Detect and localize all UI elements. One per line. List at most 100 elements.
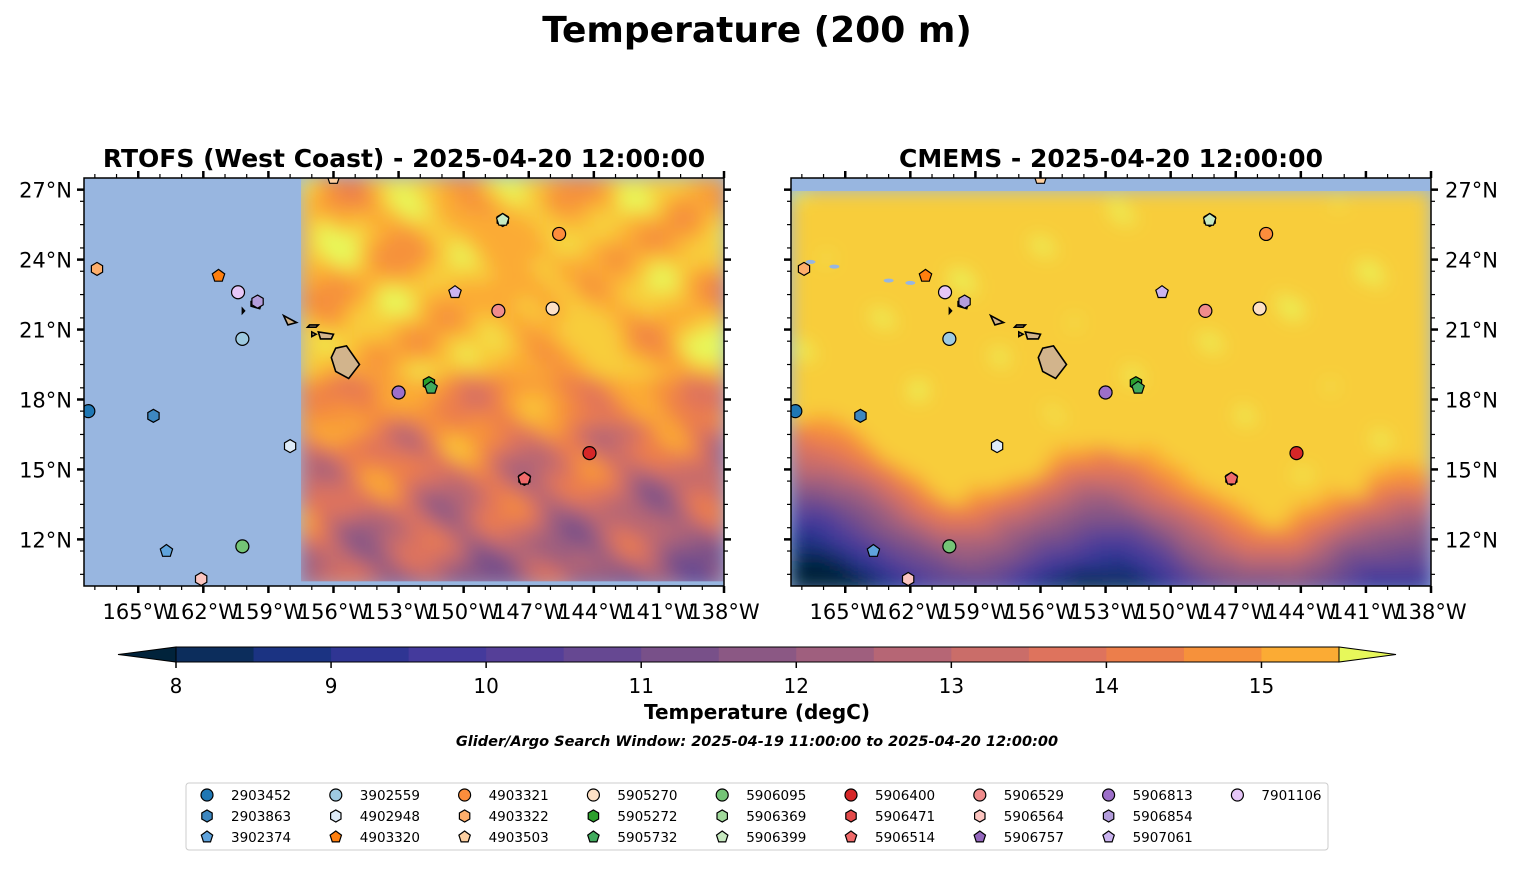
legend-item: 5906813	[1101, 788, 1193, 804]
float-marker-4902948	[990, 438, 1004, 454]
legend-marker-7901106	[1230, 788, 1245, 802]
colorbar-tick-label: 8	[170, 674, 183, 698]
legend-label: 2903452	[231, 788, 291, 804]
panel-rtofs: RTOFS (West Coast) - 2025-04-20 12:00:00…	[19, 144, 760, 624]
float-marker-5906400	[1289, 446, 1304, 461]
legend-label: 4902948	[360, 809, 420, 825]
lon-tick-label: 162°W	[168, 600, 240, 624]
legend-marker-5906757	[973, 830, 987, 843]
lat-tick-label: 27°N	[19, 179, 72, 203]
legend-label: 5905272	[617, 809, 677, 825]
legend-label: 5907061	[1133, 830, 1193, 846]
legend-label: 5906095	[746, 788, 806, 804]
legend-label: 5905732	[617, 830, 677, 846]
float-marker-5906514	[517, 471, 532, 485]
legend-marker-5905272	[587, 809, 600, 823]
legend-marker-5906854	[1102, 809, 1115, 823]
legend-item: 5906399	[715, 830, 806, 846]
legend-label: 4903322	[489, 809, 549, 825]
lat-tick-label: 27°N	[1445, 179, 1498, 203]
island-kahoolawe	[305, 324, 321, 328]
colorbar-ticks: 8 9 10 11 12 13 14 15	[170, 662, 1274, 698]
legend-item: 5906757	[973, 830, 1064, 846]
legend-item: 4902948	[330, 809, 420, 825]
float-marker-2903863	[854, 408, 867, 423]
float-marker-5907061	[448, 284, 462, 299]
island-molokai	[281, 313, 299, 326]
island-lanai	[1018, 330, 1025, 338]
float-marker-5906854	[251, 294, 264, 309]
lon-tick-label: 162°W	[875, 600, 947, 624]
colorbar-tick-label: 13	[939, 674, 964, 698]
legend-marker-5905270	[586, 788, 601, 802]
float-marker-3902559	[942, 331, 957, 346]
colorbar-segment	[796, 647, 875, 662]
lat-tick-label: 18°N	[19, 388, 72, 412]
temperature-field	[84, 178, 724, 586]
lon-tick-label: 153°W	[1070, 600, 1142, 624]
float-marker-7901106	[230, 285, 246, 300]
lat-axis: 27°N 24°N 21°N 18°N 15°N 12°N	[19, 179, 731, 575]
colorbar-segment	[718, 647, 797, 662]
legend-marker-4903321	[458, 788, 472, 802]
island-maui	[317, 330, 335, 340]
island-maui	[1024, 330, 1042, 340]
colorbar-segment	[1028, 647, 1107, 662]
legend-item: 4903320	[329, 830, 420, 846]
colorbar-tick-label: 11	[628, 674, 653, 698]
temperature-field	[791, 178, 1431, 586]
legend-label: 4903321	[489, 788, 549, 804]
float-marker-5906813	[1098, 385, 1113, 400]
colorbar-segments	[117, 646, 1397, 663]
lon-tick-label: 141°W	[1330, 600, 1402, 624]
legend-label: 3902374	[231, 830, 291, 846]
float-marker-4903503	[1034, 178, 1047, 184]
float-marker-4903322	[797, 261, 811, 277]
legend-label: 5905270	[617, 788, 677, 804]
map-area	[84, 178, 724, 586]
float-marker-3902374	[866, 543, 881, 557]
float-marker-5906400	[582, 446, 597, 461]
float-marker-5906564	[194, 571, 208, 586]
float-marker-5906399	[495, 212, 510, 226]
float-marker-4903322	[90, 261, 104, 277]
island-kauai	[948, 306, 953, 316]
legend-label: 5906400	[875, 788, 935, 804]
lon-tick-label: 141°W	[623, 600, 695, 624]
float-marker-4903321	[552, 226, 567, 242]
legend-label: 5906564	[1004, 809, 1064, 825]
legend-items: 2903452 2903863 3902374 3902559 4902948 49033…	[200, 788, 1322, 846]
lon-tick-label: 138°W	[1395, 600, 1467, 624]
legend-marker-3902374	[200, 830, 214, 843]
colorbar: 8 9 10 11 12 13 14 15 Temperature (degC)	[117, 646, 1397, 724]
lat-tick-label: 15°N	[19, 458, 72, 482]
float-marker-5906529	[491, 303, 506, 318]
float-marker-4902948	[283, 438, 297, 454]
lon-tick-label: 165°W	[103, 600, 175, 624]
legend-item: 4903503	[458, 830, 549, 846]
legend: 2903452 2903863 3902374 3902559 4902948 49033…	[185, 782, 1329, 851]
island-lanai	[311, 330, 318, 338]
legend-label: 5906471	[875, 809, 935, 825]
float-marker-4903503	[327, 178, 340, 184]
legend-label: 5906529	[1004, 788, 1064, 804]
legend-item: 5906369	[716, 809, 806, 825]
lat-tick-label: 12°N	[19, 528, 72, 552]
lat-tick-label: 24°N	[19, 249, 72, 273]
legend-marker-5906400	[844, 788, 858, 802]
legend-box	[185, 782, 1329, 851]
lon-tick-label: 153°W	[363, 600, 435, 624]
lon-tick-label: 144°W	[558, 600, 630, 624]
float-marker-2903863	[147, 408, 160, 423]
panel-cmems: CMEMS - 2025-04-20 12:00:00 165°W162°W15…	[784, 144, 1498, 624]
lon-tick-label: 156°W	[298, 600, 370, 624]
float-marker-5905270	[545, 301, 560, 316]
legend-item: 4903322	[458, 809, 549, 825]
lat-tick-label: 12°N	[1445, 528, 1498, 552]
colorbar-segment	[331, 647, 410, 662]
lon-tick-label: 147°W	[1200, 600, 1272, 624]
legend-marker-5907061	[1102, 830, 1116, 843]
island-kauai	[241, 306, 246, 316]
legend-item: 2903863	[201, 809, 291, 825]
lat-tick-label: 15°N	[1445, 458, 1498, 482]
